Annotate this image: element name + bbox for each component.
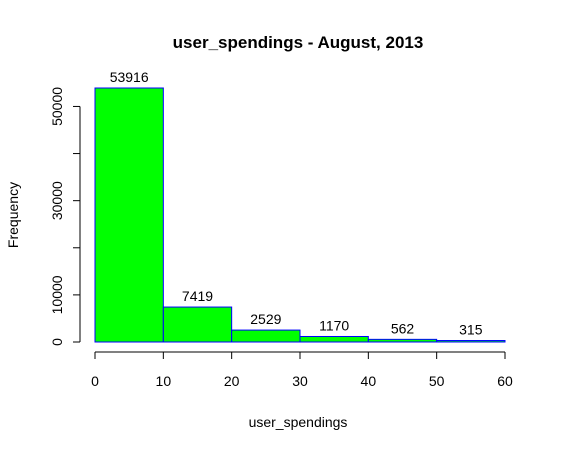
y-axis-title: Frequency	[5, 182, 21, 248]
x-tick-label-2: 20	[224, 373, 240, 389]
bar-value-label-4: 562	[391, 320, 415, 336]
histogram-bar-3	[299, 335, 369, 343]
y-tick-label-0: 0	[49, 338, 65, 346]
x-tick-label-5: 50	[429, 373, 445, 389]
bar-value-label-1: 7419	[182, 288, 213, 304]
y-tick-label-1: 10000	[49, 275, 65, 314]
data-labels-group: 53916 7419 2529 1170 562 315	[110, 69, 483, 338]
bars-group	[94, 87, 506, 343]
x-tick-label-6: 60	[497, 373, 513, 389]
x-tick-label-1: 10	[156, 373, 172, 389]
x-tick-label-0: 0	[91, 373, 99, 389]
histogram-bar-1	[162, 306, 233, 343]
y-tick-label-2: 30000	[49, 181, 65, 220]
x-axis-title: user_spendings	[249, 414, 348, 430]
histogram-bar-5	[436, 340, 506, 343]
bar-value-label-0: 53916	[110, 69, 149, 85]
x-tick-label-4: 40	[361, 373, 377, 389]
x-axis: 0 10 20 30 40 50 60	[91, 351, 513, 389]
bar-value-label-5: 315	[459, 322, 483, 338]
histogram-bar-0	[94, 87, 164, 343]
histogram-bar-2	[231, 329, 301, 343]
chart-title: user_spendings - August, 2013	[173, 33, 424, 52]
x-tick-label-3: 30	[292, 373, 308, 389]
histogram-bar-4	[367, 338, 438, 343]
bar-value-label-2: 2529	[250, 311, 281, 327]
y-axis: 0 10000 30000 50000	[49, 87, 81, 346]
bar-value-label-3: 1170	[319, 317, 349, 333]
y-tick-label-3: 50000	[49, 87, 65, 126]
